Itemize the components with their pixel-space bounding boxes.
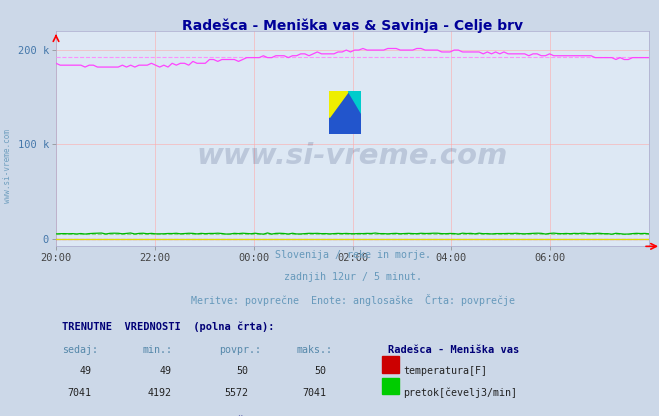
Text: www.si-vreme.com: www.si-vreme.com [197,142,508,170]
Text: 4192: 4192 [148,388,172,398]
Polygon shape [329,92,349,117]
Bar [382,357,399,373]
Text: 5572: 5572 [225,388,249,398]
Text: sedaj:: sedaj: [62,345,98,355]
Text: temperatura[F]: temperatura[F] [403,366,487,376]
Text: 50: 50 [237,366,249,376]
Polygon shape [329,92,362,134]
Text: Meritve: povprečne  Enote: anglosaške  Črta: povprečje: Meritve: povprečne Enote: anglosaške Črt… [190,295,515,306]
Text: 49: 49 [80,366,92,376]
Text: pretok[čevelj3/min]: pretok[čevelj3/min] [403,388,517,399]
Text: 49: 49 [159,366,172,376]
Text: zadnjih 12ur / 5 minut.: zadnjih 12ur / 5 minut. [283,272,422,282]
Text: Radešca - Meniška vas & Savinja - Celje brv: Radešca - Meniška vas & Savinja - Celje … [182,19,523,33]
Text: maks.:: maks.: [297,345,332,355]
Text: Slovenija / reke in morje.: Slovenija / reke in morje. [275,250,430,260]
Bar [382,378,399,394]
Text: povpr.:: povpr.: [219,345,261,355]
Text: 7041: 7041 [68,388,92,398]
Text: www.si-vreme.com: www.si-vreme.com [3,129,13,203]
Polygon shape [349,92,362,113]
Text: min.:: min.: [142,345,172,355]
Text: 50: 50 [314,366,326,376]
Text: 7041: 7041 [302,388,326,398]
Text: Radešca - Meniška vas: Radešca - Meniška vas [388,345,519,355]
Text: TRENUTNE  VREDNOSTI  (polna črta):: TRENUTNE VREDNOSTI (polna črta): [62,322,274,332]
